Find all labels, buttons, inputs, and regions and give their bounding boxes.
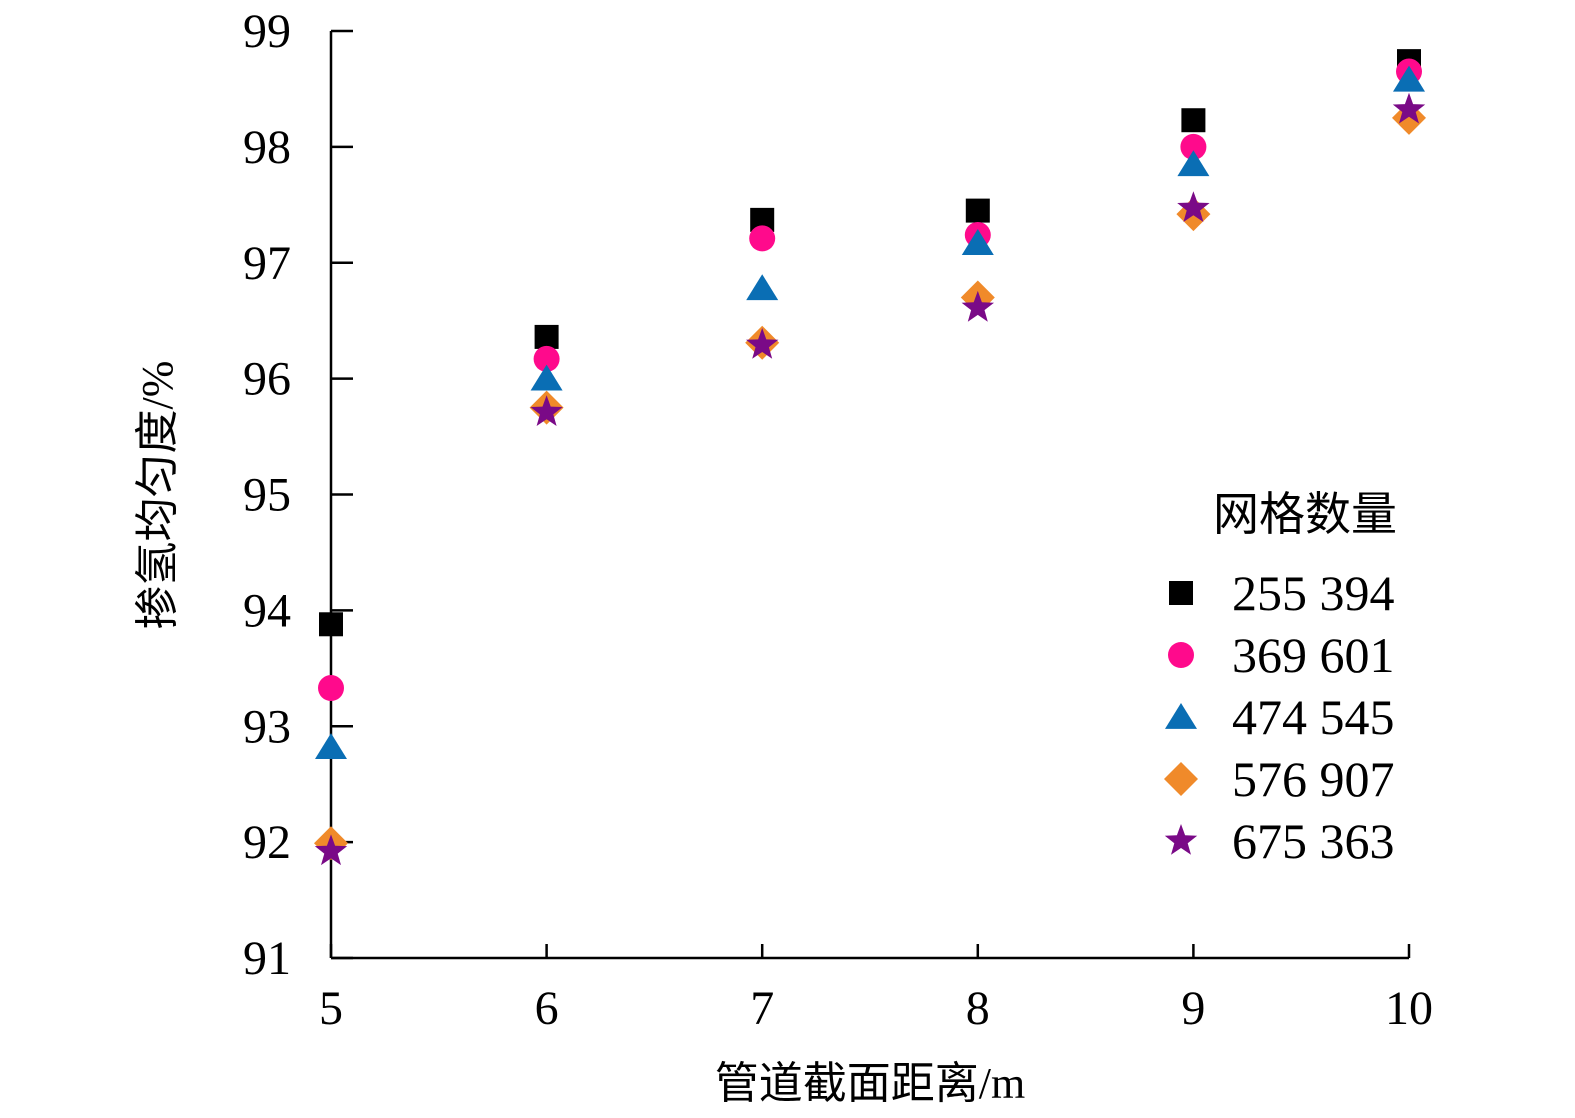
data-point (314, 834, 348, 866)
data-point (315, 733, 347, 760)
legend-marker-square-icon (1169, 581, 1193, 605)
data-point (530, 364, 563, 391)
y-tick-label: 98 (243, 121, 291, 174)
legend-label: 369 601 (1232, 627, 1395, 683)
legend-item: 576 907 (1164, 751, 1395, 807)
legend-marker-diamond-icon (1164, 762, 1198, 796)
x-ticks: 5 6 7 8 9 10 (319, 944, 1433, 1035)
data-point (1177, 191, 1210, 222)
data-point (1392, 92, 1426, 124)
data-point (965, 198, 990, 223)
x-tick-label: 10 (1385, 982, 1433, 1035)
y-tick-label: 93 (243, 700, 291, 753)
y-tick-label: 91 (243, 932, 291, 985)
legend-label: 675 363 (1232, 813, 1395, 869)
y-axis-label: 掺氢均匀度/% (133, 361, 182, 630)
x-tick-label: 5 (319, 982, 343, 1035)
y-tick-label: 92 (243, 816, 291, 869)
legend-item: 255 394 (1169, 565, 1395, 621)
legend-label: 576 907 (1232, 751, 1395, 807)
legend-label: 255 394 (1232, 565, 1395, 621)
x-tick-label: 8 (966, 982, 990, 1035)
data-series (314, 49, 1426, 866)
legend-marker-star-icon (1164, 824, 1198, 855)
data-point (318, 675, 344, 702)
y-tick-label: 99 (243, 5, 291, 58)
x-tick-label: 6 (535, 982, 559, 1035)
data-point (961, 290, 994, 322)
y-ticks: 91 92 93 94 95 96 97 98 99 (243, 5, 353, 985)
x-axis-label: 管道截面距离/m (715, 1059, 1025, 1108)
y-tick-label: 94 (243, 584, 291, 637)
data-point (533, 345, 560, 372)
series-474-545 (315, 65, 1425, 760)
legend-marker-triangle-icon (1165, 703, 1197, 729)
data-point (1181, 108, 1206, 133)
data-point (530, 395, 563, 426)
data-point (746, 328, 779, 359)
legend-item: 369 601 (1168, 627, 1395, 683)
y-tick-label: 96 (243, 353, 291, 406)
series-576-907 (314, 100, 1426, 861)
y-tick-label: 95 (243, 469, 291, 522)
data-point (1393, 65, 1425, 92)
data-point (1177, 150, 1210, 177)
legend: 网格数量 255 394 369 601 474 545 576 907 675 363 (1164, 489, 1397, 869)
legend-marker-circle-icon (1168, 642, 1194, 668)
data-point (1180, 133, 1207, 160)
data-point (534, 324, 559, 349)
x-tick-label: 9 (1181, 982, 1205, 1035)
series-255-394 (319, 49, 1421, 637)
x-tick-label: 7 (750, 982, 774, 1035)
data-point (746, 274, 779, 301)
y-tick-label: 97 (243, 237, 291, 290)
data-point (319, 612, 343, 637)
data-point (749, 225, 776, 252)
data-point (961, 229, 994, 255)
legend-label: 474 545 (1232, 689, 1395, 745)
legend-item: 675 363 (1164, 813, 1395, 869)
series-675-363 (314, 92, 1426, 866)
legend-item: 474 545 (1165, 689, 1395, 745)
legend-title: 网格数量 (1213, 489, 1397, 540)
